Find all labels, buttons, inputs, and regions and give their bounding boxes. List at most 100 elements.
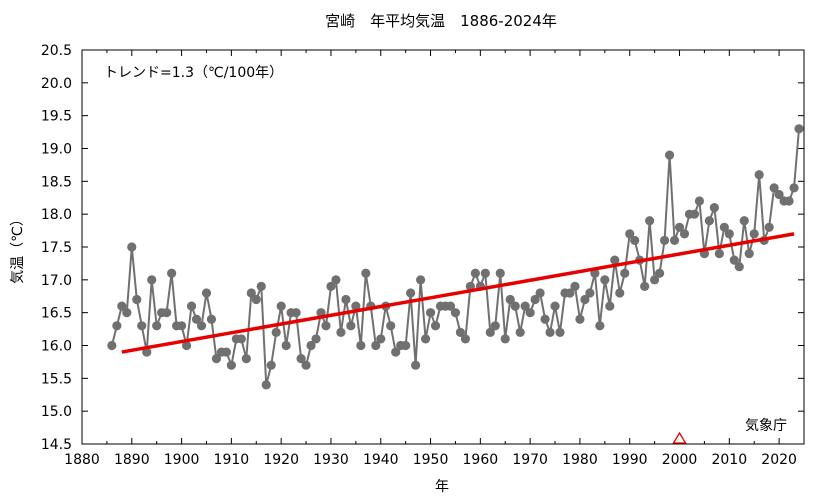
data-point <box>296 354 306 364</box>
x-tick-label: 1960 <box>463 452 499 468</box>
data-point <box>167 268 177 278</box>
data-point <box>640 281 650 291</box>
data-point <box>525 308 535 318</box>
data-point <box>505 294 515 305</box>
data-point <box>226 360 236 370</box>
data-point <box>251 294 261 305</box>
data-point <box>196 321 207 331</box>
data-point <box>107 340 117 351</box>
data-point <box>181 340 192 351</box>
data-point <box>455 327 466 337</box>
data-point <box>445 301 456 311</box>
data-point <box>749 229 759 239</box>
triangle-marker-icon <box>672 431 687 444</box>
data-point <box>555 327 565 337</box>
data-point <box>744 248 754 259</box>
data-point <box>221 347 231 357</box>
data-point <box>331 275 341 285</box>
trend-group <box>121 232 795 354</box>
data-point <box>580 294 590 305</box>
data-point <box>186 301 197 311</box>
data-point <box>724 229 734 239</box>
data-point <box>570 281 580 291</box>
data-point <box>361 268 371 278</box>
data-point <box>764 222 774 232</box>
data-point <box>450 308 461 318</box>
data-point <box>430 321 441 331</box>
data-point <box>391 347 401 357</box>
data-point <box>605 301 615 311</box>
data-point <box>241 354 251 364</box>
data-point <box>630 235 640 246</box>
data-point <box>490 321 500 331</box>
data-point <box>112 321 122 331</box>
y-axis-title: 気温（℃） <box>10 212 26 284</box>
data-point <box>291 308 301 318</box>
data-point <box>659 235 670 246</box>
data-point <box>485 327 495 337</box>
data-point <box>515 327 525 337</box>
x-tick-label: 1930 <box>313 452 349 468</box>
data-point <box>689 209 700 219</box>
data-point <box>152 321 162 331</box>
data-point <box>650 275 660 285</box>
y-tick-label: 15.5 <box>41 371 72 387</box>
data-point <box>610 255 620 265</box>
data-point <box>794 124 804 134</box>
y-axis-ticks: 14.5 15.0 15.5 16.0 16.5 17.0 17.5 18.0 18.5 19.0… <box>41 43 804 453</box>
data-point <box>176 321 187 331</box>
x-tick-label: 1900 <box>164 452 200 468</box>
data-point <box>420 334 431 344</box>
data-point <box>162 308 172 318</box>
trend-line <box>121 232 795 354</box>
x-tick-label: 2010 <box>711 452 747 468</box>
data-point <box>147 275 157 285</box>
data-point <box>306 340 316 351</box>
x-tick-label: 1940 <box>363 452 399 468</box>
y-tick-label: 16.0 <box>41 339 72 355</box>
data-point <box>674 222 685 232</box>
data-point <box>625 229 635 239</box>
data-point <box>575 314 585 324</box>
temperature-series <box>107 124 804 390</box>
y-tick-label: 16.5 <box>41 306 72 322</box>
data-point <box>734 262 744 272</box>
y-tick-label: 20.5 <box>41 43 72 59</box>
data-point <box>201 288 212 298</box>
data-point <box>191 314 202 324</box>
data-point <box>346 321 356 331</box>
data-point <box>595 321 605 331</box>
data-point <box>137 321 147 331</box>
data-point <box>729 255 739 265</box>
x-tick-label: 1950 <box>413 452 449 468</box>
data-point <box>480 268 490 278</box>
y-tick-label: 18.5 <box>41 174 72 190</box>
data-point <box>520 301 530 311</box>
x-tick-label: 2000 <box>662 452 698 468</box>
data-point <box>425 308 436 318</box>
y-tick-label: 15.0 <box>41 404 72 420</box>
data-point <box>600 275 610 285</box>
data-point <box>132 294 142 305</box>
data-point <box>206 314 217 324</box>
data-point <box>664 150 675 160</box>
data-point <box>495 268 505 278</box>
y-tick-label: 20.0 <box>41 76 72 92</box>
data-point <box>371 340 381 351</box>
data-point <box>754 170 764 180</box>
series-line <box>110 128 800 386</box>
y-tick-label: 19.0 <box>41 142 72 158</box>
data-point <box>415 275 426 285</box>
data-point <box>535 288 545 298</box>
data-point <box>401 340 411 351</box>
data-point <box>281 340 291 351</box>
data-point <box>236 334 246 344</box>
x-axis-ticks: 1880 1890 1900 1910 1920 1930 1940 1950 1960 1970… <box>64 50 797 468</box>
data-point <box>615 288 625 298</box>
data-point <box>709 203 719 213</box>
data-point <box>406 288 416 298</box>
data-point <box>301 360 311 370</box>
y-tick-label: 14.5 <box>41 437 72 453</box>
data-point <box>411 360 421 370</box>
